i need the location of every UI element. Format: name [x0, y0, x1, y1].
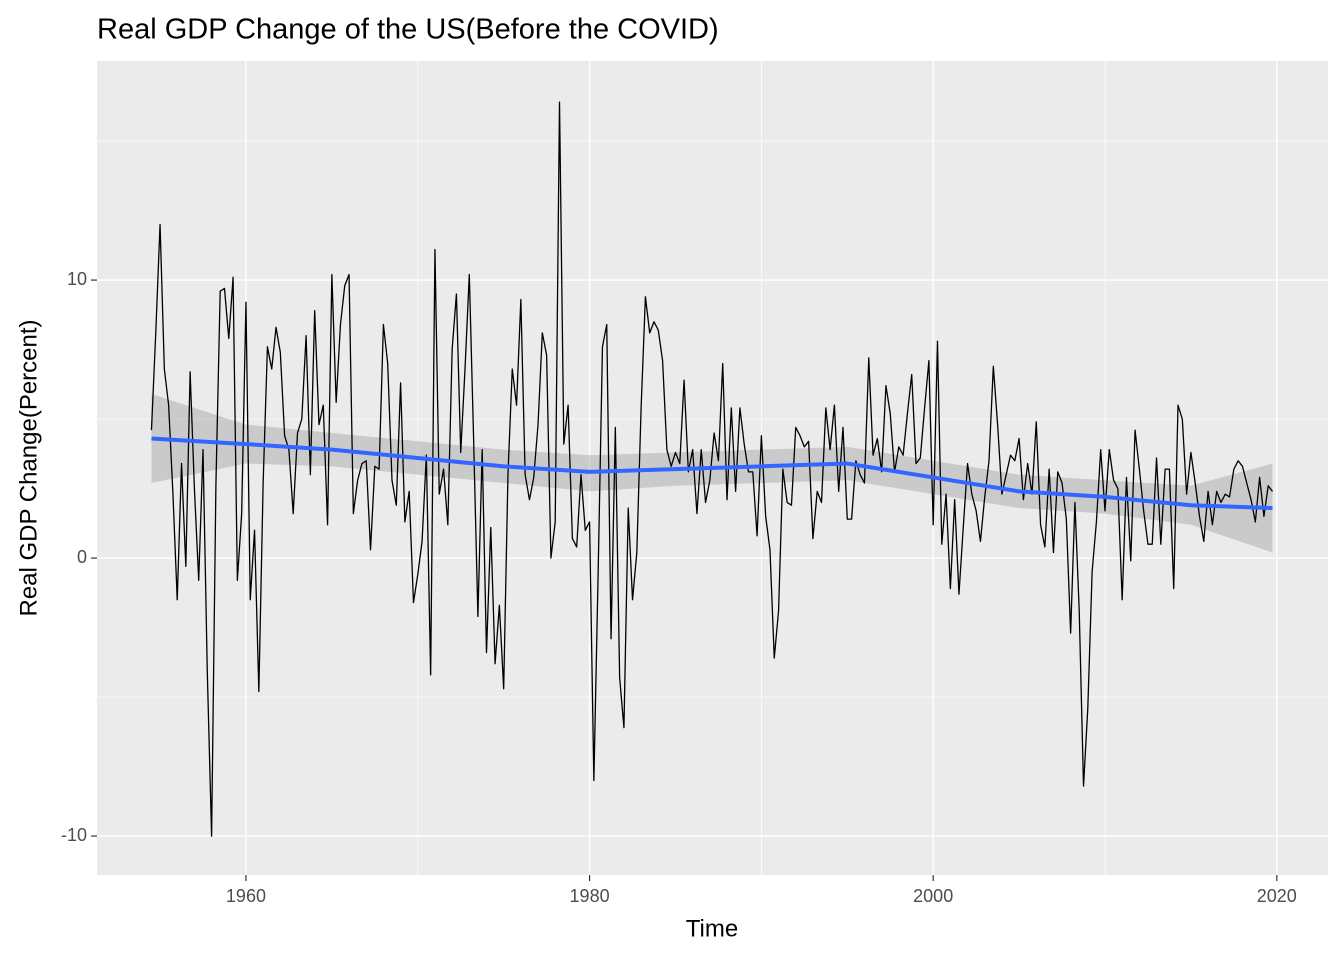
- y-tick-label: -10: [61, 825, 87, 845]
- y-tick-label: 0: [77, 547, 87, 567]
- smooth-line: [151, 436, 1273, 511]
- x-axis-title: Time: [686, 915, 738, 942]
- chart-title: Real GDP Change of the US(Before the COV…: [97, 14, 719, 46]
- data-line: [150, 101, 1274, 837]
- y-axis-title: Real GDP Change(Percent): [15, 319, 42, 616]
- x-tick-label: 2000: [913, 886, 953, 906]
- grid: [97, 61, 1328, 875]
- y-tick-label: 10: [67, 269, 87, 289]
- x-tick-label: 1960: [226, 886, 266, 906]
- confidence-band: [151, 394, 1273, 553]
- x-tick-label: 2020: [1257, 886, 1297, 906]
- axes: 1960 1980 2000 2020 -10 0 10: [61, 269, 1297, 906]
- marks: [150, 101, 1274, 837]
- x-tick-label: 1980: [570, 886, 610, 906]
